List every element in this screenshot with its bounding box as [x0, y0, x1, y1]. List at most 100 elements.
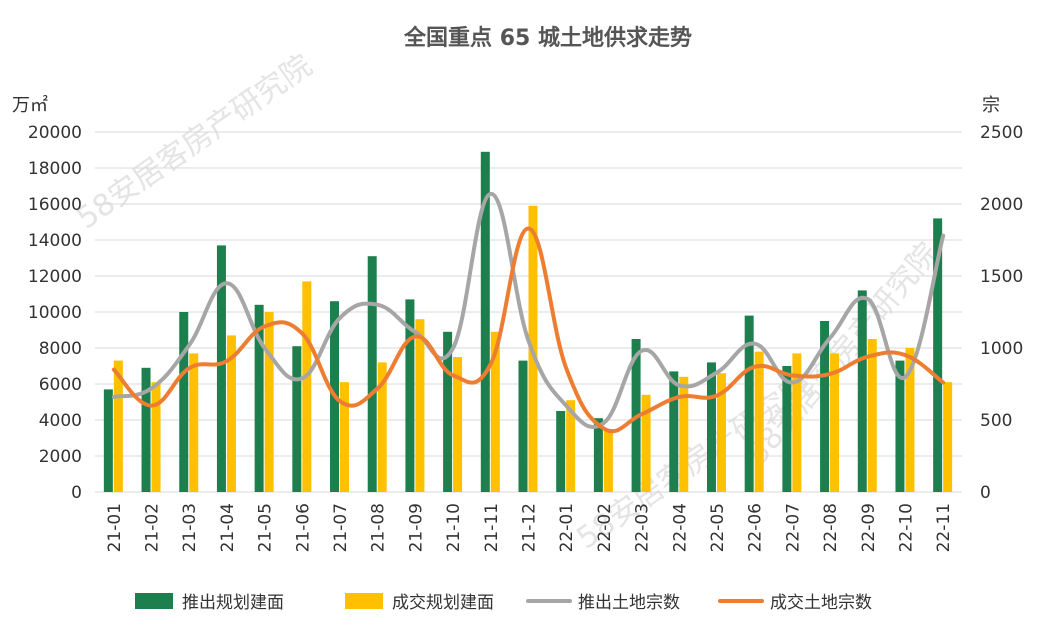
bar-1-2: [189, 353, 199, 492]
left-tick-label-5: 10000: [28, 303, 82, 323]
bar-0-16: [706, 362, 716, 492]
right-axis-unit: 宗: [982, 95, 1000, 116]
bar-1-14: [641, 394, 651, 492]
bar-0-5: [292, 346, 302, 492]
x-tick-label-11: 21-12: [520, 503, 540, 552]
left-tick-label-0: 0: [71, 483, 82, 503]
legend-label-1: 成交规划建面: [392, 593, 494, 613]
bar-1-13: [603, 429, 613, 492]
bar-0-7: [367, 256, 377, 492]
legend-label-0: 推出规划建面: [182, 593, 284, 613]
bar-1-3: [226, 335, 236, 492]
bar-1-19: [830, 353, 840, 492]
bar-1-22: [943, 382, 953, 492]
bar-0-20: [857, 290, 867, 492]
bar-0-10: [480, 151, 490, 493]
bar-1-18: [792, 353, 802, 492]
line-series-1: [111, 226, 946, 434]
x-tick-label-5: 21-06: [293, 503, 313, 552]
x-tick-label-0: 21-01: [105, 503, 125, 552]
x-tick-label-1: 21-02: [143, 503, 163, 552]
bar-0-19: [820, 321, 830, 492]
bar-1-1: [151, 382, 161, 492]
right-axis-ticks: 0 500 1000 1500 2000 2500: [980, 123, 1023, 503]
bar-0-13: [593, 418, 603, 492]
bar-1-7: [377, 362, 387, 492]
bar-1-20: [867, 339, 877, 492]
x-tick-label-3: 21-04: [218, 503, 238, 552]
legend-label-3: 成交土地宗数: [770, 593, 872, 613]
bar-1-15: [679, 376, 689, 492]
legend: 推出规划建面 成交规划建面 推出土地宗数 成交土地宗数: [135, 593, 872, 613]
bar-1-4: [264, 312, 274, 492]
x-tick-label-12: 22-01: [557, 503, 577, 552]
x-tick-label-9: 21-10: [444, 503, 464, 552]
x-tick-label-21: 22-10: [896, 503, 916, 552]
left-tick-label-10: 20000: [28, 123, 82, 143]
left-axis-ticks: 0 2000 4000 6000 8000 10000 12000 14000 16000 180…: [28, 123, 82, 503]
bar-1-17: [754, 351, 764, 492]
legend-swatch-0: [135, 593, 173, 609]
bar-1-21: [905, 348, 915, 492]
x-tick-label-8: 21-09: [406, 503, 426, 552]
bar-1-0: [113, 360, 123, 492]
x-tick-label-10: 21-11: [482, 503, 502, 552]
right-tick-label-0: 0: [980, 483, 991, 503]
bar-1-10: [490, 331, 500, 492]
bar-0-11: [518, 360, 528, 492]
x-tick-label-6: 21-07: [331, 503, 351, 552]
right-tick-label-2: 1000: [980, 339, 1023, 359]
bar-0-3: [216, 245, 226, 492]
left-tick-label-8: 16000: [28, 195, 82, 215]
bar-1-6: [340, 382, 350, 492]
left-tick-label-4: 8000: [39, 339, 82, 359]
bar-0-22: [933, 218, 943, 492]
x-tick-label-16: 22-05: [708, 503, 728, 552]
left-axis-unit: 万㎡: [12, 94, 48, 116]
x-tick-label-2: 21-03: [180, 503, 200, 552]
x-tick-label-18: 22-07: [783, 503, 803, 552]
x-tick-label-22: 22-11: [934, 503, 954, 552]
chart-title: 全国重点 65 城土地供求走势: [403, 25, 692, 51]
x-tick-label-4: 21-05: [256, 503, 276, 552]
bar-0-15: [669, 371, 679, 492]
bar-1-12: [566, 400, 576, 492]
bar-0-4: [254, 304, 264, 492]
left-tick-label-6: 12000: [28, 267, 82, 287]
bar-0-8: [405, 299, 415, 492]
bar-1-5: [302, 281, 312, 492]
x-tick-label-19: 22-08: [821, 503, 841, 552]
x-tick-label-20: 22-09: [859, 503, 879, 552]
watermark-text-0: 58安居客房产研究院: [71, 48, 319, 236]
bar-0-12: [556, 411, 566, 492]
x-tick-label-17: 22-06: [746, 503, 766, 552]
bar-0-2: [179, 312, 189, 492]
bar-1-16: [716, 373, 726, 492]
right-tick-label-3: 1500: [980, 267, 1023, 287]
bar-0-1: [141, 367, 151, 492]
bar-1-8: [415, 319, 425, 492]
x-axis-ticks: 21-01 21-02 21-03 21-04 21-05 21-06 21-07 21-08…: [105, 503, 954, 552]
bar-series: [103, 151, 953, 493]
bar-0-9: [443, 331, 453, 492]
left-tick-label-3: 6000: [39, 375, 82, 395]
x-tick-label-13: 22-02: [595, 503, 615, 552]
right-tick-label-5: 2500: [980, 123, 1023, 143]
left-tick-label-7: 14000: [28, 231, 82, 251]
bar-1-9: [453, 357, 463, 492]
bar-0-21: [895, 360, 905, 492]
x-tick-label-15: 22-04: [670, 503, 690, 552]
left-tick-label-1: 2000: [39, 447, 82, 467]
left-tick-label-2: 4000: [39, 411, 82, 431]
right-tick-label-4: 2000: [980, 195, 1023, 215]
line-series: [111, 191, 946, 434]
legend-label-2: 推出土地宗数: [578, 593, 680, 613]
right-tick-label-1: 500: [980, 411, 1012, 431]
bar-0-18: [782, 366, 792, 492]
x-tick-label-7: 21-08: [369, 503, 389, 552]
bar-0-17: [744, 315, 754, 492]
x-tick-label-14: 22-03: [633, 503, 653, 552]
legend-swatch-1: [345, 593, 383, 609]
left-tick-label-9: 18000: [28, 159, 82, 179]
